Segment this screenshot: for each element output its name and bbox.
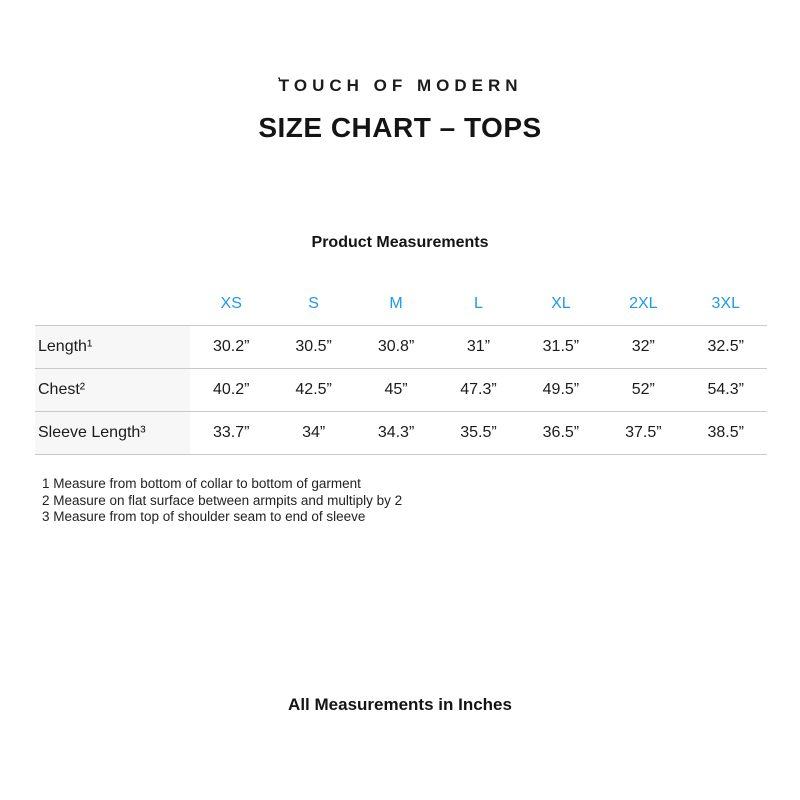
footnote-2: 2 Measure on flat surface between armpit… [42,492,403,508]
measurement-cell-chest-3xl: 54.3” [707,381,744,398]
measurement-cell-sleeve-xl: 36.5” [542,424,580,441]
measurement-cell-sleeve-s: 34” [302,424,326,441]
brand-logo-text: TOUCH OF MODERN [278,76,523,95]
row-label-sleeve-length: Sleeve Length³ [35,412,190,454]
size-column-header-3xl: 3XL [711,295,740,312]
measurement-cell-sleeve-2xl: 37.5” [625,424,662,441]
measurement-cell-chest-2xl: 52” [631,381,655,398]
size-column-header-2xl: 2XL [629,295,658,312]
size-column-header-l: L [474,295,483,312]
table-row-chest: Chest² 40.2” 42.5” 45” 47.3” 49.5” 52” 5… [35,368,767,411]
brand-logo-mark: ʼ [277,75,281,89]
measurement-cell-chest-l: 47.3” [460,381,497,398]
size-table: XS S M L XL 2XL 3XL Length¹ 30.2” 30.5” … [35,283,767,455]
brand-logo: ʼTOUCH OF MODERN [0,75,800,96]
size-column-header-xs: XS [220,295,242,312]
page-title: SIZE CHART – TOPS [258,112,542,143]
measurement-cell-length-m: 30.8” [377,338,415,355]
size-table-header-row: XS S M L XL 2XL 3XL [35,283,767,325]
footnote-1: 1 Measure from bottom of collar to botto… [42,476,361,491]
row-label-chest: Chest² [35,369,190,411]
size-column-header-s: S [308,295,319,312]
table-row-sleeve-length: Sleeve Length³ 33.7” 34” 34.3” 35.5” 36.… [35,411,767,455]
size-column-header-xl: XL [551,295,571,312]
measurement-cell-length-2xl: 32” [631,338,655,355]
table-row-length: Length¹ 30.2” 30.5” 30.8” 31” 31.5” 32” … [35,325,767,368]
measurement-cell-chest-s: 42.5” [295,381,332,398]
measurement-cell-sleeve-xs: 33.7” [212,424,250,441]
row-label-length: Length¹ [35,326,190,368]
measurement-cell-chest-xl: 49.5” [542,381,580,398]
footnotes: 1 Measure from bottom of collar to botto… [42,476,402,526]
measurement-cell-sleeve-l: 35.5” [460,424,497,441]
measurement-cell-length-xl: 31.5” [542,338,580,355]
measurement-cell-length-s: 30.5” [295,338,332,355]
measurement-cell-length-3xl: 32.5” [707,338,744,355]
footnote-3: 3 Measure from top of shoulder seam to e… [42,509,366,524]
measurement-cell-chest-m: 45” [384,381,408,398]
size-column-header-m: M [389,295,403,312]
measurement-cell-chest-xs: 40.2” [212,381,250,398]
measurement-cell-sleeve-3xl: 38.5” [707,424,744,441]
measurement-cell-length-xs: 30.2” [212,338,250,355]
measurement-cell-sleeve-m: 34.3” [377,424,415,441]
measurement-cell-length-l: 31” [466,338,491,355]
table-caption: Product Measurements [311,234,489,251]
units-note: All Measurements in Inches [288,695,512,714]
